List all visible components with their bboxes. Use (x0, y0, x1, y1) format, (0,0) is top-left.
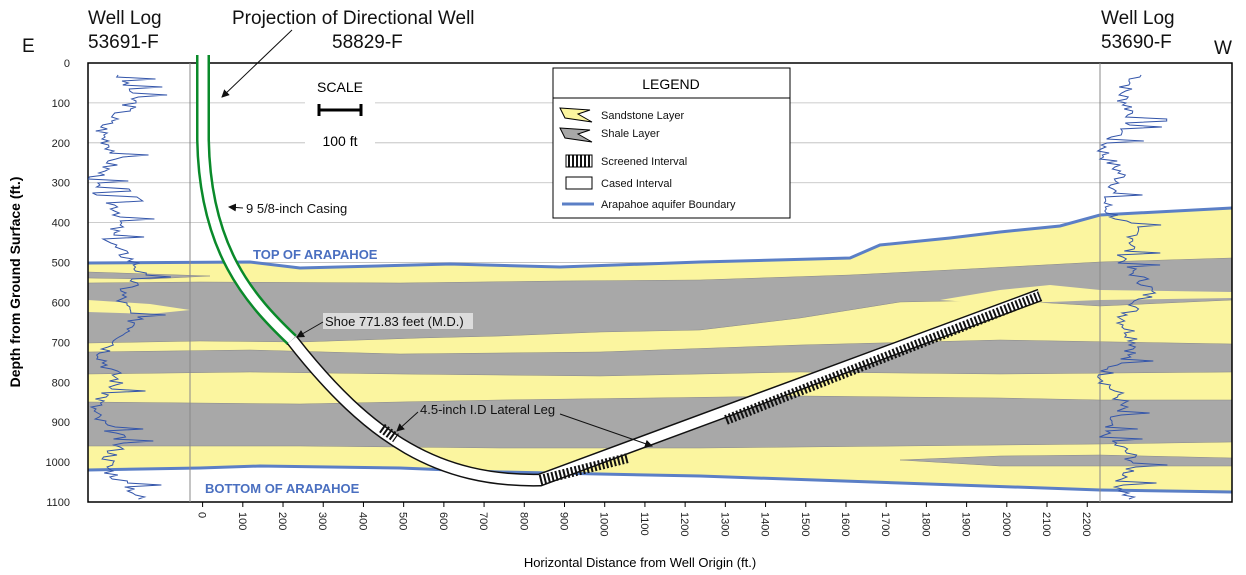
label-bg (323, 313, 473, 329)
x-tick-label: 1500 (799, 512, 811, 536)
x-tick-label: 1000 (598, 512, 610, 536)
x-tick-label: 2000 (1000, 512, 1012, 536)
legend-cased (565, 176, 593, 190)
x-tick-label: 0 (196, 512, 208, 518)
legend-sand (559, 107, 593, 123)
y-tick-label: 500 (52, 258, 70, 270)
x-tick-label: 300 (316, 512, 328, 530)
x-axis-label: Horizontal Distance from Well Origin (ft… (524, 555, 756, 570)
arrow (221, 29, 293, 98)
screened (379, 423, 399, 443)
legend-item: Sandstone Layer (601, 110, 685, 122)
y-tick-label: 300 (52, 178, 70, 190)
sandstone-lens (88, 300, 190, 314)
y-tick-label: 0 (64, 58, 70, 70)
y-tick-label: 900 (52, 417, 70, 429)
west: W (1214, 38, 1232, 59)
legend-screen (565, 154, 593, 168)
scale-bar (317, 104, 363, 116)
top-label: TOP OF ARAPAHOE (253, 247, 378, 262)
left-log: 53691-F (88, 32, 159, 53)
legend-item: Screened Interval (601, 156, 687, 168)
casing-label: 9 5/8-inch Casing (246, 201, 347, 216)
arrow (559, 413, 653, 448)
right-log: 53690-F (1101, 32, 1172, 53)
y-tick-label: 1000 (46, 457, 70, 469)
y-axis-label: Depth from Ground Surface (ft.) (7, 177, 23, 388)
y-tick-label: 100 (52, 98, 70, 110)
top-boundary (87, 206, 1233, 270)
x-tick-label: 100 (236, 512, 248, 530)
x-tick-label: 200 (276, 512, 288, 530)
legend-item: Arapahoe aquifer Boundary (601, 199, 736, 211)
scale-title: SCALE (317, 79, 363, 95)
x-tick-label: 700 (477, 512, 489, 530)
x-tick-label: 900 (557, 512, 569, 530)
east: E (22, 36, 35, 57)
arrow (396, 411, 419, 432)
x-tick-label: 400 (356, 512, 368, 530)
x-tick-label: 2200 (1080, 512, 1092, 536)
screened (724, 291, 1042, 425)
lateral-label: 4.5-inch I.D Lateral Leg (420, 402, 555, 417)
lateral-inner (288, 290, 1042, 486)
legend-shale (559, 127, 593, 143)
left-log: Well Log (88, 8, 162, 29)
x-tick-label: 1600 (839, 512, 851, 536)
shoe-label: Shoe 771.83 feet (M.D.) (325, 314, 464, 329)
scale-label: 100 ft (322, 133, 357, 149)
y-tick-label: 800 (52, 377, 70, 389)
x-tick-label: 1800 (919, 512, 931, 536)
ticks: 0 100 200 300 400 500 600 700 800 900 1000 1100 0 100… (46, 58, 1093, 536)
well-title: 58829-F (332, 32, 403, 53)
legend-box (552, 67, 791, 219)
right-log: Well Log (1101, 8, 1175, 29)
x-tick-label: 1900 (960, 512, 972, 536)
scale-bg (305, 74, 375, 152)
bottom-label: BOTTOM OF ARAPAHOE (205, 481, 360, 496)
x-tick-label: 1200 (678, 512, 690, 536)
x-tick-label: 2100 (1040, 512, 1052, 536)
plot-frame (87, 62, 1233, 503)
legend-title: LEGEND (642, 76, 700, 92)
y-tick-label: 400 (52, 218, 70, 230)
x-tick-label: 1100 (638, 512, 650, 536)
y-tick-label: 1100 (46, 497, 70, 509)
screened (538, 453, 630, 485)
y-tick-label: 200 (52, 138, 70, 150)
legend-item: Cased Interval (601, 178, 672, 190)
well-title: Projection of Directional Well (232, 8, 475, 29)
y-tick-label: 700 (52, 337, 70, 349)
x-tick-label: 1700 (879, 512, 891, 536)
x-tick-label: 1300 (718, 512, 730, 536)
legend-item: Shale Layer (601, 128, 660, 140)
x-tick-label: 600 (437, 512, 449, 530)
y-tick-label: 600 (52, 297, 70, 309)
casing-inner (198, 55, 296, 344)
x-tick-label: 800 (517, 512, 529, 530)
arrow (228, 203, 244, 212)
well-log (1096, 74, 1168, 500)
x-tick-label: 1400 (759, 512, 771, 536)
arrow (296, 321, 324, 338)
well-log (87, 74, 171, 500)
x-tick-label: 500 (397, 512, 409, 530)
